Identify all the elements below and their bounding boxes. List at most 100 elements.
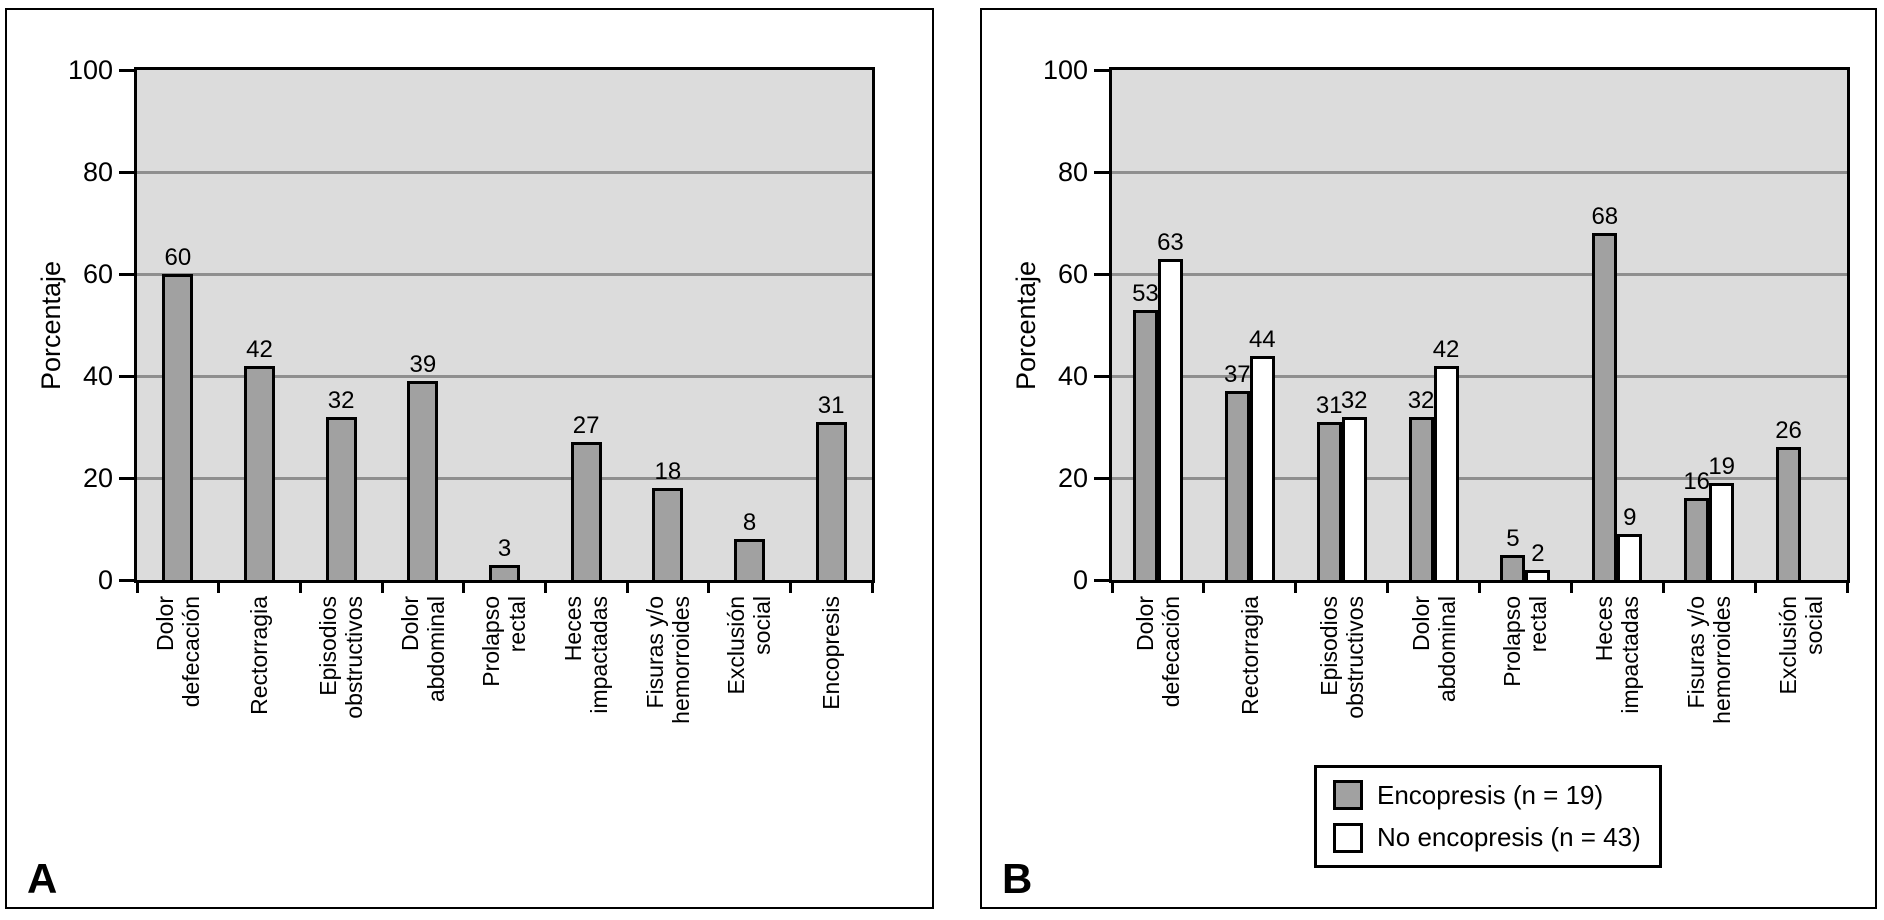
bar-gray-6 bbox=[652, 488, 684, 580]
panel-b: Porcentaje Encopresis (n = 19) No encopr… bbox=[980, 8, 1877, 909]
x-category-label-line: obstructivos bbox=[1341, 596, 1368, 719]
x-category-label-line: rectal bbox=[504, 596, 531, 653]
bar-gray-3 bbox=[407, 381, 439, 580]
x-category-label-line: hemorroides bbox=[667, 596, 694, 724]
x-category-label-3: Dolor abdominal bbox=[1388, 596, 1480, 796]
x-category-label-line: social bbox=[749, 596, 776, 655]
value-label-1-0: 63 bbox=[1157, 228, 1184, 256]
x-category-label-text: Fisuras y/o hemorroides bbox=[642, 596, 694, 796]
y-tick-mark-40 bbox=[1094, 374, 1109, 378]
x-category-label-line: abdominal bbox=[422, 596, 449, 703]
y-tick-label-0: 0 bbox=[97, 565, 113, 595]
x-category-label-line: impactadas bbox=[1617, 596, 1644, 714]
x-tick-mark-9 bbox=[870, 583, 874, 593]
y-tick-label-40: 40 bbox=[82, 361, 113, 391]
x-category-label-5: Heces impactadas bbox=[545, 596, 627, 796]
x-tick-mark-5 bbox=[543, 583, 547, 593]
x-category-label-text: Dolor abdominal bbox=[1408, 596, 1460, 796]
y-tick-mark-20 bbox=[119, 476, 134, 480]
x-category-label-line: Exclusión bbox=[723, 596, 750, 695]
y-tick-mark-100 bbox=[119, 68, 134, 72]
x-category-label-2: Episodios obstructivos bbox=[1296, 596, 1388, 796]
value-label-0-0: 60 bbox=[164, 244, 192, 271]
value-label-0-1: 42 bbox=[246, 335, 273, 363]
x-category-label-3: Dolor abdominal bbox=[382, 596, 464, 796]
bar-white-4 bbox=[1525, 569, 1551, 580]
legend-swatch-white bbox=[1333, 822, 1363, 853]
bar-gray-7 bbox=[734, 539, 765, 580]
value-label-1-1: 44 bbox=[1248, 325, 1276, 353]
x-category-label-6: Fisuras y/o hemorroides bbox=[1663, 596, 1755, 796]
x-category-label-line: Episodios bbox=[315, 596, 342, 696]
y-tick-label-40: 40 bbox=[1057, 361, 1088, 391]
bar-gray-7 bbox=[1776, 447, 1802, 580]
x-category-label-line: Dolor bbox=[1407, 596, 1434, 651]
bar-white-3 bbox=[1433, 365, 1459, 580]
value-label-0-6: 18 bbox=[654, 458, 682, 486]
y-tick-label-100: 100 bbox=[1042, 55, 1088, 85]
legend: Encopresis (n = 19) No encopresis (n = 4… bbox=[1314, 765, 1662, 868]
x-category-label-text: Dolor defecación bbox=[152, 596, 204, 796]
panel-letter-a: A bbox=[27, 855, 58, 902]
bar-gray-0 bbox=[162, 274, 194, 580]
y-tick-label-80: 80 bbox=[82, 157, 113, 187]
plot-area-a bbox=[134, 67, 875, 583]
x-category-label-text: Exclusión social bbox=[1775, 596, 1827, 796]
x-category-label-text: Dolor defecación bbox=[1132, 596, 1184, 796]
x-tick-mark-4 bbox=[1478, 583, 1481, 593]
y-axis-title-b: Porcentaje bbox=[997, 70, 1057, 580]
x-category-label-line: Heces bbox=[560, 596, 587, 662]
bar-gray-1 bbox=[244, 365, 275, 580]
value-label-0-3: 39 bbox=[409, 351, 437, 379]
x-category-label-0: Dolor defecación bbox=[137, 596, 219, 796]
value-label-0-7: 26 bbox=[1775, 417, 1802, 445]
y-tick-mark-0 bbox=[1094, 578, 1109, 582]
y-tick-mark-40 bbox=[119, 374, 134, 378]
y-tick-label-20: 20 bbox=[82, 463, 113, 493]
x-category-label-line: abdominal bbox=[1433, 596, 1460, 703]
panel-letter-b: B bbox=[1002, 855, 1033, 902]
x-tick-mark-6 bbox=[1661, 583, 1665, 593]
bar-gray-6 bbox=[1684, 498, 1710, 580]
x-category-label-4: Prolapso rectal bbox=[464, 596, 546, 796]
x-category-label-line: Rectorragia bbox=[1236, 596, 1263, 715]
gridline-20 bbox=[1112, 476, 1847, 480]
y-tick-mark-20 bbox=[1094, 476, 1109, 480]
y-tick-mark-60 bbox=[1094, 272, 1109, 276]
x-category-label-text: Dolor abdominal bbox=[397, 596, 449, 796]
legend-label-no-encopresis: No encopresis (n = 43) bbox=[1377, 822, 1641, 853]
x-category-label-line: Dolor bbox=[151, 596, 178, 651]
gridline-80 bbox=[1112, 170, 1847, 174]
x-category-label-text: Prolapso rectal bbox=[1499, 596, 1551, 796]
x-category-label-0: Dolor defecación bbox=[1112, 596, 1204, 796]
value-label-0-2: 31 bbox=[1315, 391, 1343, 419]
y-tick-mark-100 bbox=[1094, 68, 1109, 72]
gridline-20 bbox=[137, 476, 872, 480]
value-label-1-3: 42 bbox=[1432, 335, 1460, 363]
x-category-label-5: Heces impactadas bbox=[1571, 596, 1663, 796]
y-tick-mark-80 bbox=[1094, 170, 1109, 174]
x-category-label-line: Episodios bbox=[1315, 596, 1342, 696]
x-category-label-text: Exclusión social bbox=[723, 596, 775, 796]
x-tick-mark-3 bbox=[380, 583, 384, 593]
x-category-label-text: Episodios obstructivos bbox=[1316, 596, 1368, 796]
value-label-0-7: 8 bbox=[742, 509, 757, 537]
x-tick-mark-0 bbox=[1110, 583, 1114, 593]
x-tick-mark-7 bbox=[1753, 583, 1757, 593]
x-category-label-line: obstructivos bbox=[341, 596, 368, 719]
x-category-label-8: Encopresis bbox=[790, 596, 872, 796]
x-category-label-line: Dolor bbox=[1131, 596, 1158, 651]
gridline-60 bbox=[137, 272, 872, 276]
value-label-0-5: 68 bbox=[1591, 203, 1619, 231]
value-label-1-2: 32 bbox=[1340, 386, 1368, 414]
y-axis-title-a: Porcentaje bbox=[22, 70, 82, 580]
x-category-label-line: Fisuras y/o bbox=[641, 596, 668, 709]
bar-gray-4 bbox=[1500, 554, 1526, 580]
x-category-label-1: Rectorragia bbox=[1204, 596, 1296, 796]
bar-white-0 bbox=[1157, 258, 1183, 580]
gridline-60 bbox=[1112, 272, 1847, 276]
value-label-0-6: 16 bbox=[1683, 468, 1711, 496]
x-tick-mark-6 bbox=[625, 583, 629, 593]
x-tick-mark-8 bbox=[788, 583, 792, 593]
